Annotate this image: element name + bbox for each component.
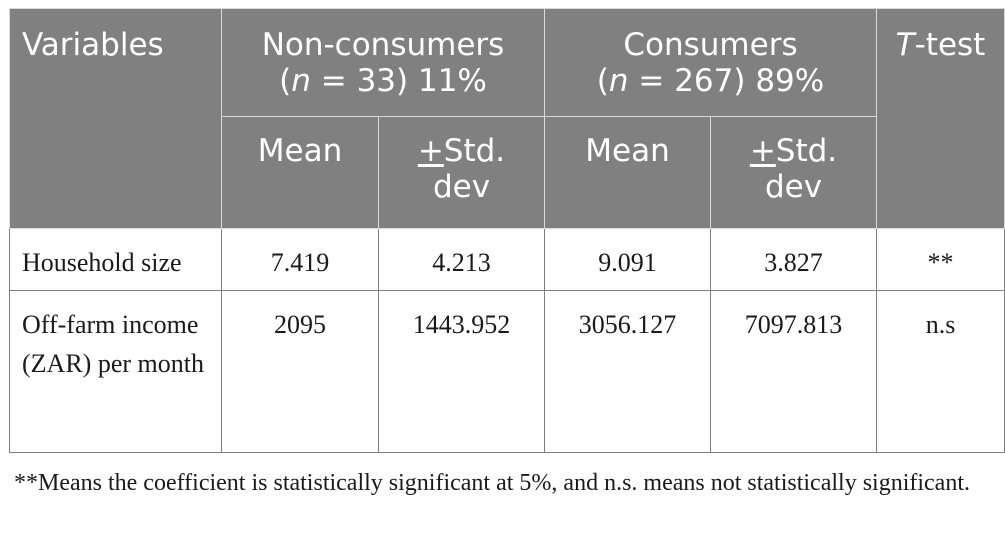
header-c-std-sign: + — [749, 133, 776, 169]
header-consumers-title: Consumers — [623, 27, 798, 63]
table-row: Off-farm income (ZAR) per month 2095 144… — [9, 290, 1005, 453]
cell-c-std: 3.827 — [710, 228, 877, 291]
table-footnote: **Means the coefficient is statistically… — [14, 470, 971, 496]
header-nc-std-label: Std. dev — [432, 133, 506, 205]
header-consumers: Consumers (n = 267) 89% — [544, 8, 877, 117]
header-nc-std: +Std. dev — [378, 116, 545, 229]
table-row: Household size 7.419 4.213 9.091 3.827 *… — [9, 228, 1005, 291]
cell-nc-mean: 2095 — [221, 290, 379, 453]
cell-c-mean: 9.091 — [544, 228, 711, 291]
header-ttest-rest: -test — [914, 27, 986, 63]
header-consumers-n: n — [608, 63, 629, 99]
header-c-std-label: Std. dev — [764, 133, 838, 205]
cell-variable: Off-farm income (ZAR) per month — [9, 290, 222, 453]
header-c-std: +Std. dev — [710, 116, 877, 229]
header-non-consumers-n: n — [291, 63, 311, 99]
header-row-top: Variables Non-consumers (n = 33) 11% Cons… — [9, 8, 1005, 229]
cell-ttest: n.s — [876, 290, 1005, 453]
cell-nc-mean: 7.419 — [221, 228, 379, 291]
cell-nc-std: 4.213 — [378, 228, 545, 291]
cell-c-std: 7097.813 — [710, 290, 877, 453]
header-ttest: T-test — [876, 8, 1005, 229]
header-c-mean: Mean — [544, 116, 711, 229]
header-non-consumers-count: = 33) 11% — [310, 63, 487, 99]
header-non-consumers-title: Non-consumers — [261, 27, 505, 63]
results-table: Variables Non-consumers (n = 33) 11% Cons… — [9, 8, 1005, 453]
header-nc-std-sign: + — [417, 133, 444, 169]
header-nc-mean: Mean — [221, 116, 379, 229]
header-row-sub: Mean +Std. dev Mean +Std. dev — [10, 116, 1005, 229]
cell-nc-std: 1443.952 — [378, 290, 545, 453]
header-variables: Variables — [9, 8, 222, 229]
cell-c-mean: 3056.127 — [544, 290, 711, 453]
header-non-consumers: Non-consumers (n = 33) 11% — [221, 8, 545, 117]
cell-variable: Household size — [9, 228, 222, 291]
header-consumers-count: = 267) 89% — [628, 63, 825, 99]
header-ttest-t: T — [895, 27, 915, 63]
cell-ttest: ** — [876, 228, 1005, 291]
